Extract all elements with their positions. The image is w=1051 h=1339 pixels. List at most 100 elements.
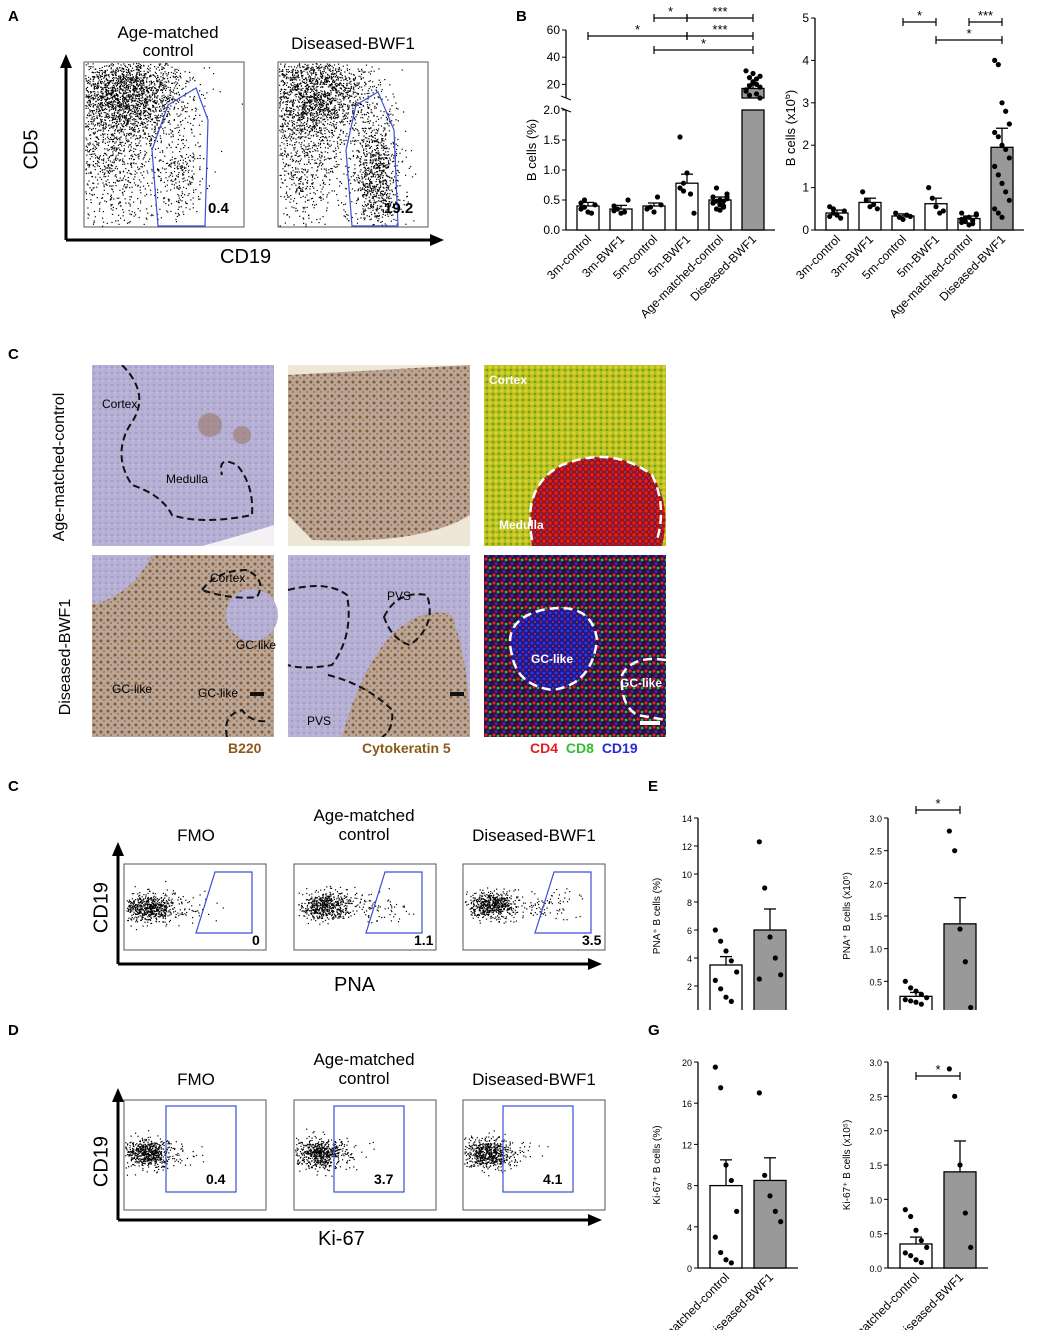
flow-event-dot — [314, 126, 316, 128]
flow-event-dot — [107, 74, 110, 76]
flow-event-dot — [119, 98, 121, 101]
flow-event-dot — [172, 162, 174, 164]
flow-event-dot — [291, 155, 293, 157]
flow-event-dot — [127, 96, 129, 98]
flow-event-dot — [378, 212, 380, 214]
flow-event-dot — [118, 223, 120, 225]
flow-event-dot — [136, 125, 138, 127]
flow-event-dot — [308, 127, 310, 129]
flow-event-dot — [162, 100, 164, 102]
flow-event-dot — [98, 109, 100, 111]
flow-event-dot — [139, 89, 141, 91]
flow-event-dot — [96, 179, 99, 181]
flow-event-dot — [104, 105, 106, 107]
flow-event-dot — [155, 90, 157, 92]
flow-event-dot — [351, 104, 353, 106]
flow-event-dot — [93, 132, 95, 135]
flow-event-dot — [292, 133, 294, 135]
flow-event-dot — [128, 109, 131, 111]
flow-event-dot — [289, 107, 291, 109]
flow-event-dot — [99, 105, 101, 107]
flow-event-dot — [138, 91, 140, 93]
flow-event-dot — [322, 179, 324, 181]
flow-event-dot — [115, 72, 117, 74]
flow-event-dot — [104, 86, 106, 88]
flow-event-dot — [296, 72, 299, 74]
flow-event-dot — [303, 150, 305, 152]
flow-event-dot — [303, 140, 305, 142]
flow-event-dot — [330, 91, 332, 93]
flow-event-dot — [190, 199, 192, 201]
flow-event-dot — [104, 72, 106, 74]
flow-event-dot — [147, 90, 149, 93]
flow-event-dot — [165, 97, 168, 99]
flow-event-dot — [118, 106, 120, 108]
flow-event-dot — [311, 183, 313, 185]
flow-event-dot — [140, 92, 143, 94]
flow-event-dot — [307, 73, 309, 75]
flow-event-dot — [349, 101, 351, 103]
flow-event-dot — [295, 161, 297, 163]
flow-event-dot — [115, 121, 117, 123]
flow-event-dot — [301, 171, 303, 173]
flow-event-dot — [139, 114, 141, 116]
flow-event-dot — [284, 151, 286, 153]
flow-event-dot — [308, 199, 310, 201]
flow-event-dot — [167, 121, 169, 123]
panel-a-scatter-diseased — [279, 63, 417, 227]
flow-event-dot — [136, 84, 138, 86]
flow-event-dot — [329, 95, 331, 97]
flow-event-dot — [91, 194, 94, 196]
flow-event-dot — [171, 179, 173, 181]
flow-event-dot — [319, 196, 321, 198]
flow-event-dot — [328, 97, 330, 99]
flow-event-dot — [301, 112, 303, 114]
flow-event-dot — [305, 151, 307, 154]
flow-event-dot — [287, 154, 289, 156]
flow-event-dot — [126, 104, 128, 106]
flow-event-dot — [322, 140, 324, 142]
flow-event-dot — [92, 97, 94, 100]
flow-event-dot — [129, 109, 132, 111]
flow-event-dot — [133, 69, 135, 72]
flow-event-dot — [344, 124, 346, 126]
flow-event-dot — [112, 102, 114, 104]
flow-event-dot — [320, 131, 322, 133]
flow-event-dot — [297, 74, 299, 76]
flow-event-dot — [327, 147, 329, 149]
flow-event-dot — [279, 107, 281, 109]
flow-event-dot — [181, 101, 183, 103]
flow-event-dot — [314, 204, 316, 206]
flow-event-dot — [376, 139, 378, 142]
flow-event-dot — [129, 120, 131, 122]
flow-event-dot — [326, 207, 328, 209]
flow-event-dot — [331, 190, 333, 192]
flow-event-dot — [331, 130, 333, 132]
flow-event-dot — [282, 92, 284, 94]
flow-event-dot — [303, 144, 305, 146]
flow-event-dot — [328, 144, 330, 146]
flow-event-dot — [90, 153, 93, 155]
flow-event-dot — [90, 202, 92, 204]
flow-event-dot — [89, 105, 91, 107]
flow-event-dot — [105, 123, 107, 125]
flow-event-dot — [92, 165, 94, 167]
flow-event-dot — [303, 104, 306, 106]
flow-event-dot — [313, 90, 315, 93]
flow-event-dot — [283, 91, 285, 93]
flow-event-dot — [324, 66, 326, 68]
flow-event-dot — [126, 106, 128, 108]
flow-event-dot — [180, 155, 182, 157]
flow-event-dot — [281, 125, 283, 127]
flow-event-dot — [326, 77, 328, 79]
flow-event-dot — [153, 75, 156, 77]
flow-event-dot — [298, 105, 301, 107]
flow-event-dot — [86, 198, 88, 201]
flow-event-dot — [318, 78, 320, 80]
flow-event-dot — [102, 92, 104, 94]
flow-event-dot — [288, 173, 290, 175]
flow-event-dot — [137, 101, 139, 103]
flow-event-dot — [188, 71, 191, 73]
flow-event-dot — [98, 138, 100, 140]
flow-event-dot — [177, 201, 179, 204]
